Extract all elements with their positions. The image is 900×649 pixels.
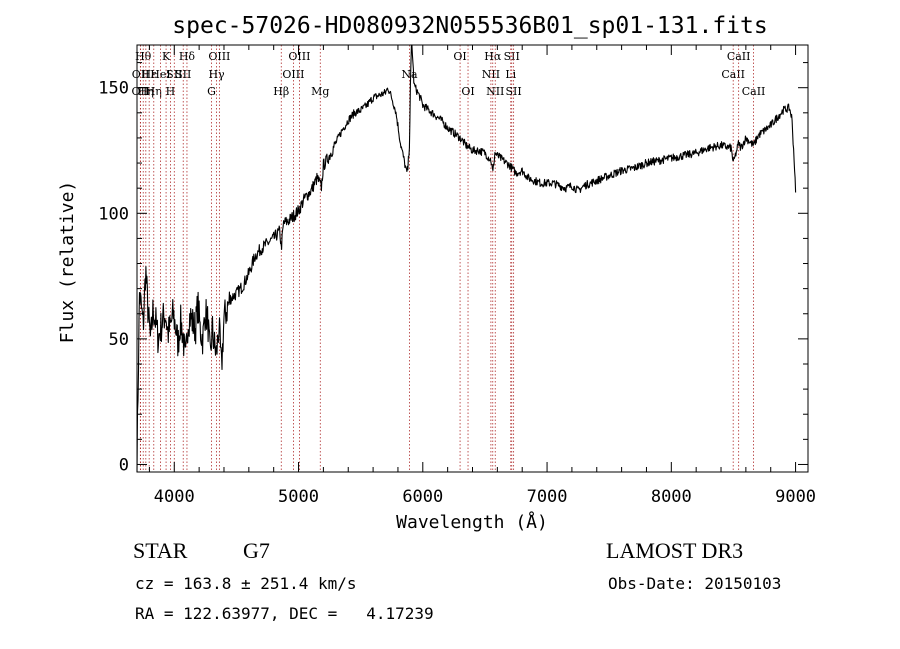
x-tick-label: 8000 bbox=[651, 487, 692, 507]
object-type: STAR bbox=[133, 538, 188, 563]
plot-frame bbox=[136, 44, 809, 473]
y-axis-label: Flux (relative) bbox=[57, 181, 78, 344]
line-marker-label: OII bbox=[132, 68, 150, 81]
line-marker-label: Mg bbox=[311, 85, 329, 98]
line-marker-label: H bbox=[166, 85, 176, 98]
y-tick-label: 100 bbox=[98, 204, 129, 224]
line-marker-label: CaII bbox=[742, 85, 766, 98]
x-tick-label: 6000 bbox=[402, 487, 443, 507]
redshift-text: cz = 163.8 ± 251.4 km/s bbox=[135, 574, 357, 593]
line-marker-label: CaII bbox=[727, 50, 751, 63]
line-marker-label: CaII bbox=[721, 68, 745, 81]
x-tick-label: 5000 bbox=[278, 487, 319, 507]
line-marker-label: Hε bbox=[142, 68, 158, 81]
line-marker-label: HeI bbox=[150, 68, 170, 81]
x-axis: 4000 5000 6000 7000 8000 9000 bbox=[148, 45, 816, 507]
line-marker-label: Hθ bbox=[135, 50, 152, 63]
survey-name: LAMOST DR3 bbox=[606, 538, 744, 563]
line-marker-label: NII bbox=[486, 85, 504, 98]
x-tick-label: 9000 bbox=[775, 487, 816, 507]
line-marker-label: Hα bbox=[484, 50, 502, 63]
line-marker-label: OI bbox=[461, 85, 474, 98]
line-marker-label: Li bbox=[505, 68, 516, 81]
line-marker-label: Hη bbox=[146, 85, 162, 98]
line-marker-label: Hβ bbox=[273, 85, 289, 98]
line-marker-label: G bbox=[207, 85, 216, 98]
subclass: G7 bbox=[243, 538, 270, 563]
x-tick-label: 4000 bbox=[154, 487, 195, 507]
line-marker-label: Hδ bbox=[179, 50, 196, 63]
spectrum-line bbox=[136, 44, 797, 473]
line-marker-label: SII bbox=[166, 68, 182, 81]
line-marker-label: NII bbox=[482, 68, 500, 81]
x-tick-label: 7000 bbox=[527, 487, 568, 507]
x-axis-label: Wavelength (Å) bbox=[396, 511, 548, 533]
line-marker-label: OI bbox=[453, 50, 466, 63]
line-marker-label: SII bbox=[506, 85, 522, 98]
line-marker-label: OIII bbox=[282, 68, 304, 81]
line-marker-label: SII bbox=[504, 50, 520, 63]
line-marker-label: Na bbox=[401, 68, 418, 81]
y-axis: 0 50 100 150 bbox=[98, 62, 808, 475]
ra-dec: RA = 122.63977, DEC = 4.17239 bbox=[135, 604, 434, 623]
line-marker-label: Hη bbox=[138, 85, 154, 98]
line-markers: OIIOIIHθHηHεHηHeIKHSIIHδSIIGHγOIIIHβOIII… bbox=[131, 45, 765, 472]
y-tick-label: 150 bbox=[98, 79, 129, 99]
obs-date: Obs-Date: 20150103 bbox=[608, 574, 782, 593]
y-tick-label: 50 bbox=[109, 330, 129, 350]
chart-title: spec-57026-HD080932N055536B01_sp01-131.f… bbox=[172, 13, 767, 39]
line-marker-label: SII bbox=[175, 68, 191, 81]
line-marker-label: K bbox=[162, 50, 171, 63]
line-marker-label: OIII bbox=[288, 50, 310, 63]
line-marker-label: Hγ bbox=[208, 68, 225, 81]
line-marker-label: OIII bbox=[208, 50, 230, 63]
y-tick-label: 0 bbox=[119, 455, 129, 475]
